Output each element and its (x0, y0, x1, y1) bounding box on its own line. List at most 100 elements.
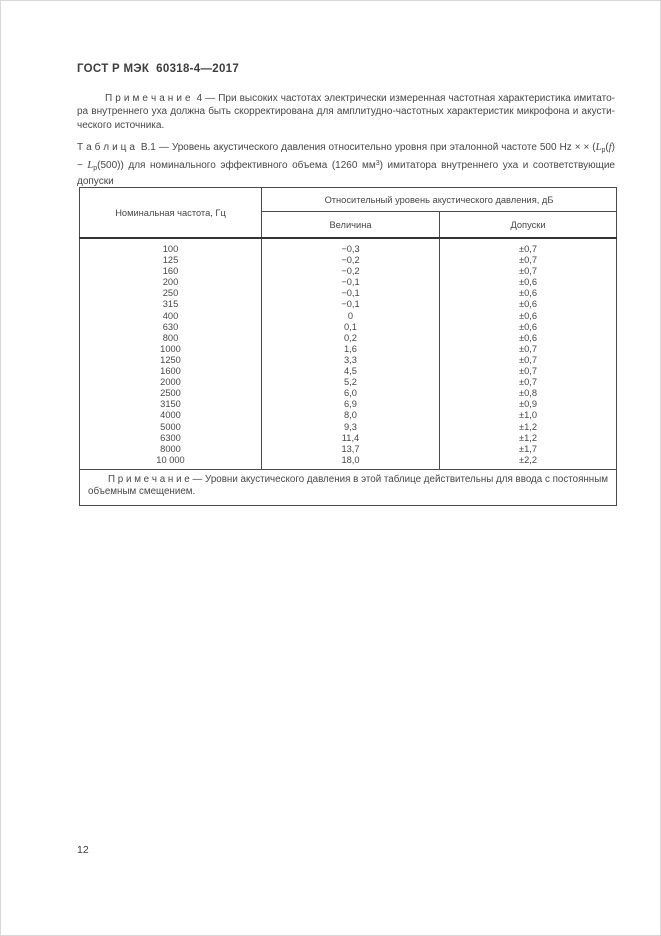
formula-paren: ( (605, 142, 609, 153)
table-caption: Т а б л и ц а В.1 — Уровень акустическог… (77, 141, 615, 189)
column-header-value: Величина (261, 211, 440, 239)
table-row: 160 −0,2 ±0,7 (79, 266, 617, 278)
tolerance-cell: ±0,6 (518, 299, 538, 310)
value-cell: 4,5 (261, 366, 440, 378)
table-row: 200 −0,1 ±0,6 (79, 277, 617, 289)
note-4-paragraph: П р и м е ч а н и е 4 — При высоких част… (77, 92, 615, 132)
table-row: 2500 6,0 ±0,8 (79, 388, 617, 400)
table-row: 1000 1,6 ±0,7 (79, 343, 617, 355)
table-row: 315 −0,1 ±0,6 (79, 299, 617, 311)
frequency-cell: 3150 (79, 399, 262, 411)
formula-symbol-f: f (608, 142, 612, 153)
frequency-cell: 2000 (79, 377, 262, 389)
frequency-cell: 1250 (79, 354, 262, 367)
column-group-header-relative-level: Относительный уровень акустического давл… (261, 187, 617, 212)
table-row: 3150 6,9 ±0,9 (79, 399, 617, 411)
value-cell: −0,1 (261, 299, 440, 311)
value-cell: 0 (261, 310, 440, 322)
table-row: 5000 9,3 ±1,2 (79, 421, 617, 433)
tolerance-cell: ±0,6 (518, 288, 538, 299)
value-cell: 8,0 (261, 410, 440, 422)
frequency-cell: 10 000 (79, 454, 262, 470)
table-row: 1250 3,3 ±0,7 (79, 354, 617, 367)
table-row: 250 −0,1 ±0,6 (79, 288, 617, 300)
table-row: 2000 5,2 ±0,7 (79, 377, 617, 389)
frequency-cell: 125 (79, 255, 262, 267)
frequency-cell: 630 (79, 321, 262, 333)
value-cell: −0,3 (261, 238, 440, 256)
table-caption-text-2: (500)) для номинального эффективного объ… (97, 160, 376, 172)
tolerance-cell: ±0,9 (518, 399, 538, 410)
note-4-text: При высоких частотах электрически измере… (77, 93, 615, 131)
frequency-cell: 315 (79, 299, 262, 311)
formula-subscript-p: p (93, 165, 98, 173)
table-row: 400 0 ±0,6 (79, 310, 617, 322)
value-cell: 13,7 (261, 443, 440, 455)
tolerance-cell: ±0,7 (518, 366, 538, 377)
frequency-cell: 400 (79, 310, 262, 322)
frequency-cell: 2500 (79, 388, 262, 400)
formula-minus: ) − (77, 142, 616, 172)
frequency-cell: 4000 (79, 410, 262, 422)
value-cell: −0,2 (261, 255, 440, 267)
tolerance-cell: ±0,7 (518, 377, 538, 388)
table-row: 630 0,1 ±0,6 (79, 321, 617, 333)
frequency-cell: 1600 (79, 366, 262, 378)
value-cell: 5,2 (261, 377, 440, 389)
value-cell: 3,3 (261, 354, 440, 367)
frequency-cell: 5000 (79, 421, 262, 433)
formula-subscript-p: p (601, 147, 606, 154)
tolerance-cell: ±1,2 (518, 421, 538, 432)
table-row: 8000 13,7 ±1,7 (79, 443, 617, 455)
value-cell: 6,9 (261, 399, 440, 411)
tolerance-cell: ±0,7 (518, 244, 538, 254)
formula-symbol-L: L (87, 160, 94, 172)
value-cell: −0,1 (261, 288, 440, 300)
page-number: 12 (77, 844, 89, 856)
tolerance-cell: ±0,8 (518, 388, 538, 399)
tolerance-cell: ±0,6 (518, 310, 538, 321)
tolerance-cell: ±0,7 (518, 354, 538, 365)
tolerance-cell: ±0,6 (518, 321, 538, 332)
frequency-cell: 200 (79, 277, 262, 289)
tolerance-cell: ±2,2 (518, 454, 538, 465)
tolerance-cell: ±0,6 (518, 332, 538, 343)
value-cell: 1,6 (261, 343, 440, 355)
value-cell: 9,3 (261, 421, 440, 433)
table-note-row: П р и м е ч а н и е — Уровни акустическо… (79, 468, 617, 506)
table-row: 10 000 18,0 ±2,2 (79, 454, 617, 470)
table-header-row-2: Величина Допуски (80, 211, 617, 239)
table-row: 100 −0,3 ±0,7 (79, 238, 617, 256)
formula-symbol-L: L (595, 142, 602, 153)
tolerance-cell: ±1,7 (518, 443, 538, 454)
note-4-label: П р и м е ч а н и е 4 — (105, 93, 219, 104)
tolerance-cell: ±1,2 (518, 432, 538, 443)
table-note-text: Уровни акустического давления в этой таб… (88, 473, 608, 498)
table-note-label: П р и м е ч а н и е — (108, 473, 206, 485)
superscript-cubed: 3 (375, 160, 380, 168)
value-cell: 18,0 (261, 454, 440, 470)
document-standard-code: ГОСТ Р МЭК 60318-4—2017 (77, 63, 240, 75)
table-body: 100 −0,3 ±0,7 125 −0,2 ±0,7 160 −0,2 ±0,7 200 −0,1… (79, 238, 617, 470)
table-caption-dash: — (155, 142, 172, 153)
table-header-row-1: Номинальная частота, Гц Относительный ур… (79, 187, 617, 239)
tolerance-cell: ±0,6 (518, 277, 538, 288)
table-caption-text-1: Уровень акустического давления относител… (171, 142, 596, 153)
value-cell: 11,4 (261, 432, 440, 444)
frequency-cell: 160 (79, 266, 262, 278)
table-caption-label: Т а б л и ц а В.1 (77, 142, 156, 153)
table-row: 125 −0,2 ±0,7 (79, 255, 617, 267)
table-row: 1600 4,5 ±0,7 (79, 366, 617, 378)
frequency-cell: 250 (79, 288, 262, 300)
table-row: 4000 8,0 ±1,0 (79, 410, 617, 422)
column-header-nominal-frequency: Номинальная частота, Гц (79, 187, 262, 239)
frequency-cell: 6300 (79, 432, 262, 444)
value-cell: 0,1 (261, 321, 440, 333)
frequency-cell: 1000 (79, 343, 262, 355)
sound-pressure-level-table: Номинальная частота, Гц Относительный ур… (79, 187, 617, 507)
table-row: 6300 11,4 ±1,2 (79, 432, 617, 444)
tolerance-cell: ±1,0 (518, 410, 538, 421)
value-cell: −0,1 (261, 277, 440, 289)
tolerance-cell: ±0,7 (518, 343, 538, 354)
